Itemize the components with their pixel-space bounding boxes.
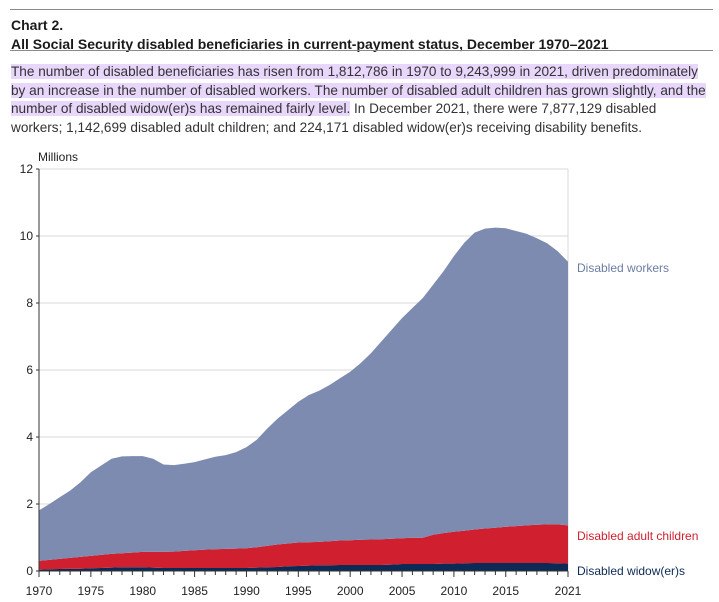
y-tick-label: 10	[20, 229, 34, 243]
chart-number: Chart 2.	[11, 17, 64, 33]
chart-title: All Social Security disabled beneficiari…	[11, 36, 609, 52]
area-workers	[39, 227, 568, 561]
x-tick-label: 1990	[233, 584, 260, 598]
x-tick-label: 1970	[26, 584, 53, 598]
x-tick-label: 1980	[129, 584, 156, 598]
highlighted-summary: The number of disabled beneficiaries has…	[11, 64, 706, 117]
area-widows	[39, 563, 568, 571]
series-label-widows: Disabled widow(er)s	[577, 564, 685, 578]
y-tick-label: 8	[26, 296, 33, 310]
y-tick-label: 0	[26, 564, 33, 578]
chart-description: The number of disabled beneficiaries has…	[11, 63, 711, 137]
y-axis-label: Millions	[38, 150, 78, 164]
title-rule	[10, 50, 713, 51]
x-tick-label: 2005	[389, 584, 416, 598]
y-tick-label: 12	[20, 162, 34, 176]
x-tick-label: 2021	[555, 584, 582, 598]
x-tick-label: 1995	[285, 584, 312, 598]
y-tick-label: 6	[26, 363, 33, 377]
x-tick-label: 1985	[181, 584, 208, 598]
stacked-area-chart: Millions 0 2 4 6 8 10 12 1970 1975 1980 1985 1990 19…	[20, 150, 699, 598]
x-tick-label: 2015	[492, 584, 519, 598]
area-children	[39, 524, 568, 570]
x-tick-label: 2010	[441, 584, 468, 598]
x-tick-label: 1975	[78, 584, 105, 598]
x-tick-label: 2000	[337, 584, 364, 598]
summary-detail: In December 2021, there were 7,877,129 d…	[11, 101, 657, 135]
y-tick-label: 4	[26, 430, 33, 444]
top-rule	[10, 9, 713, 10]
y-tick-label: 2	[26, 497, 33, 511]
series-label-children: Disabled adult children	[577, 529, 698, 543]
series-label-workers: Disabled workers	[577, 261, 669, 275]
